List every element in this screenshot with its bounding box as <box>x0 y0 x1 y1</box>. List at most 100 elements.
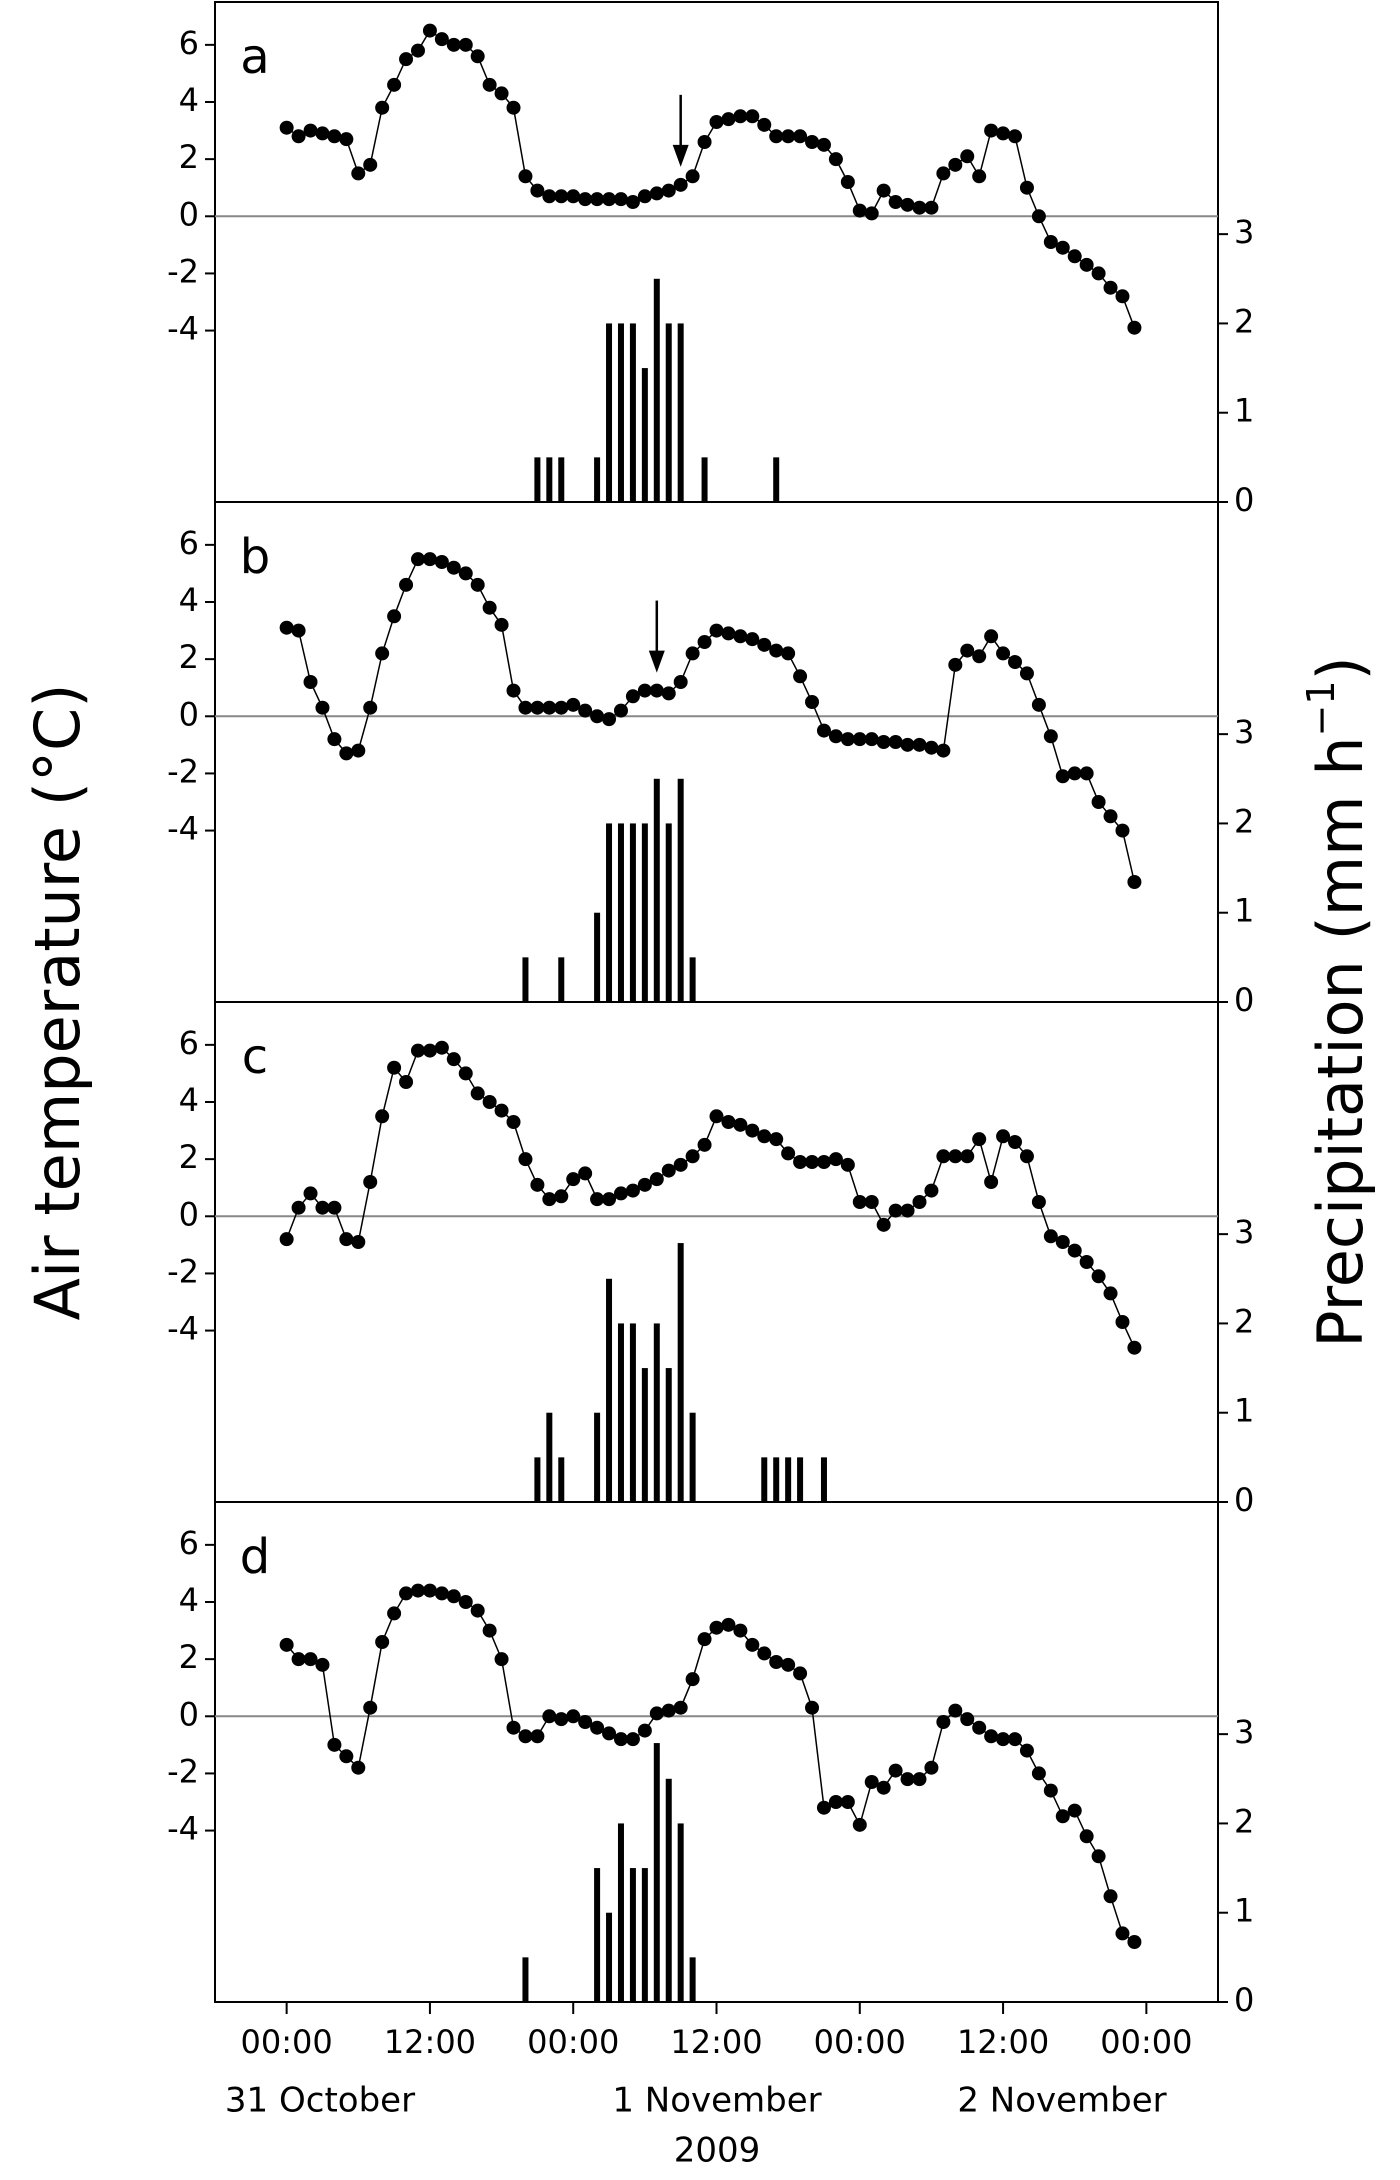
temperature-point <box>506 1115 521 1129</box>
precip-bar <box>641 368 648 502</box>
temperature-point <box>864 206 879 221</box>
temperature-point <box>530 183 545 198</box>
temperature-point <box>410 552 425 567</box>
y-tick-label: 6 <box>179 524 199 562</box>
temperature-point <box>733 629 748 644</box>
y-tick-label: 4 <box>179 1081 199 1119</box>
temperature-point <box>840 1795 855 1809</box>
temperature-point <box>375 1635 390 1649</box>
temperature-point <box>673 675 688 689</box>
y2-tick-label: 2 <box>1234 1302 1254 1340</box>
temperature-point <box>279 120 294 135</box>
precip-bar <box>689 1957 696 2002</box>
precip-bar <box>677 1243 684 1502</box>
temperature-point <box>470 577 485 592</box>
precip-bar <box>617 1823 624 2002</box>
temperature-point <box>721 1115 736 1129</box>
temperature-point <box>936 743 951 758</box>
temperature-point <box>613 703 628 718</box>
temperature-point <box>291 1652 306 1667</box>
precip-bar <box>629 1868 636 2002</box>
y2-tick-label: 1 <box>1234 892 1254 930</box>
temperature-point <box>482 1623 497 1638</box>
temperature-point <box>446 560 461 575</box>
temperature-point <box>399 577 414 592</box>
temperature-point <box>709 623 724 638</box>
x-tick-label: 00:00 <box>1100 2023 1192 2061</box>
temperature-point <box>1043 235 1058 249</box>
panel-label: c <box>242 1029 268 1085</box>
temperature-point <box>984 629 999 644</box>
temperature-point <box>697 1137 712 1152</box>
temperature-point <box>303 1652 318 1667</box>
precip-bar <box>797 1457 804 1502</box>
temperature-point <box>613 1732 628 1747</box>
precip-bar <box>665 1778 672 2002</box>
temperature-point <box>482 600 497 615</box>
temperature-point <box>291 1200 306 1215</box>
temperature-point <box>1055 1809 1070 1824</box>
temperature-point <box>387 77 402 92</box>
precip-bar <box>653 1323 660 1502</box>
temperature-point <box>1031 697 1046 712</box>
y-tick-label: 4 <box>179 81 199 119</box>
temperature-point <box>900 197 915 212</box>
x-tick-label: 12:00 <box>384 2023 476 2061</box>
x-tick-label: 12:00 <box>670 2023 762 2061</box>
precip-bar <box>689 1412 696 1502</box>
precip-bar <box>558 957 565 1002</box>
precip-bar <box>629 1323 636 1502</box>
y-tick-label: 2 <box>179 138 199 176</box>
temperature-point <box>494 1652 509 1667</box>
temperature-point <box>590 192 605 207</box>
temperature-point <box>1055 769 1070 784</box>
temperature-point <box>697 135 712 149</box>
temperature-point <box>960 149 975 164</box>
temperature-point <box>757 1646 772 1661</box>
precip-bar <box>617 823 624 1002</box>
precip-bar <box>558 1457 565 1502</box>
temperature-point <box>757 637 772 652</box>
panel-label: a <box>240 29 269 85</box>
temperature-point <box>399 52 414 67</box>
y-tick-label: -2 <box>167 252 199 290</box>
precip-bar <box>653 778 660 1002</box>
y-tick-label: 2 <box>179 638 199 676</box>
y-tick-label: -4 <box>167 810 199 848</box>
temperature-point <box>757 1129 772 1144</box>
temperature-line <box>286 29 1136 328</box>
temperature-point <box>805 1155 820 1169</box>
precip-bar <box>617 1323 624 1502</box>
y2-tick-label: 2 <box>1234 302 1254 340</box>
precip-bar <box>761 1457 768 1502</box>
temperature-point <box>960 1149 975 1164</box>
temperature-point <box>1055 240 1070 255</box>
temperature-point <box>864 1775 879 1789</box>
temperature-point <box>518 169 533 184</box>
temperature-point <box>387 1060 402 1075</box>
temperature-point <box>912 1772 927 1787</box>
temperature-point <box>446 37 461 52</box>
temperature-point <box>733 109 748 124</box>
temperature-point <box>733 1117 748 1132</box>
temperature-point <box>769 643 784 658</box>
temperature-point <box>399 1586 414 1601</box>
temperature-point <box>924 200 939 215</box>
precip-bar <box>594 912 601 1002</box>
temperature-point <box>936 1715 951 1729</box>
temperature-point <box>566 1709 581 1724</box>
temperature-point <box>625 689 640 704</box>
y-tick-label: -4 <box>167 310 199 348</box>
temperature-point <box>279 620 294 635</box>
temperature-point <box>494 86 509 101</box>
temperature-point <box>387 1606 402 1621</box>
temperature-point <box>900 1203 915 1218</box>
temperature-point <box>900 1772 915 1787</box>
temperature-point <box>1019 666 1034 681</box>
y-tick-label: 0 <box>179 1695 199 1733</box>
temperature-point <box>518 700 533 715</box>
temperature-point <box>279 1637 294 1652</box>
temperature-point <box>542 1192 557 1207</box>
temperature-point <box>351 743 366 758</box>
temperature-point <box>446 1589 461 1604</box>
